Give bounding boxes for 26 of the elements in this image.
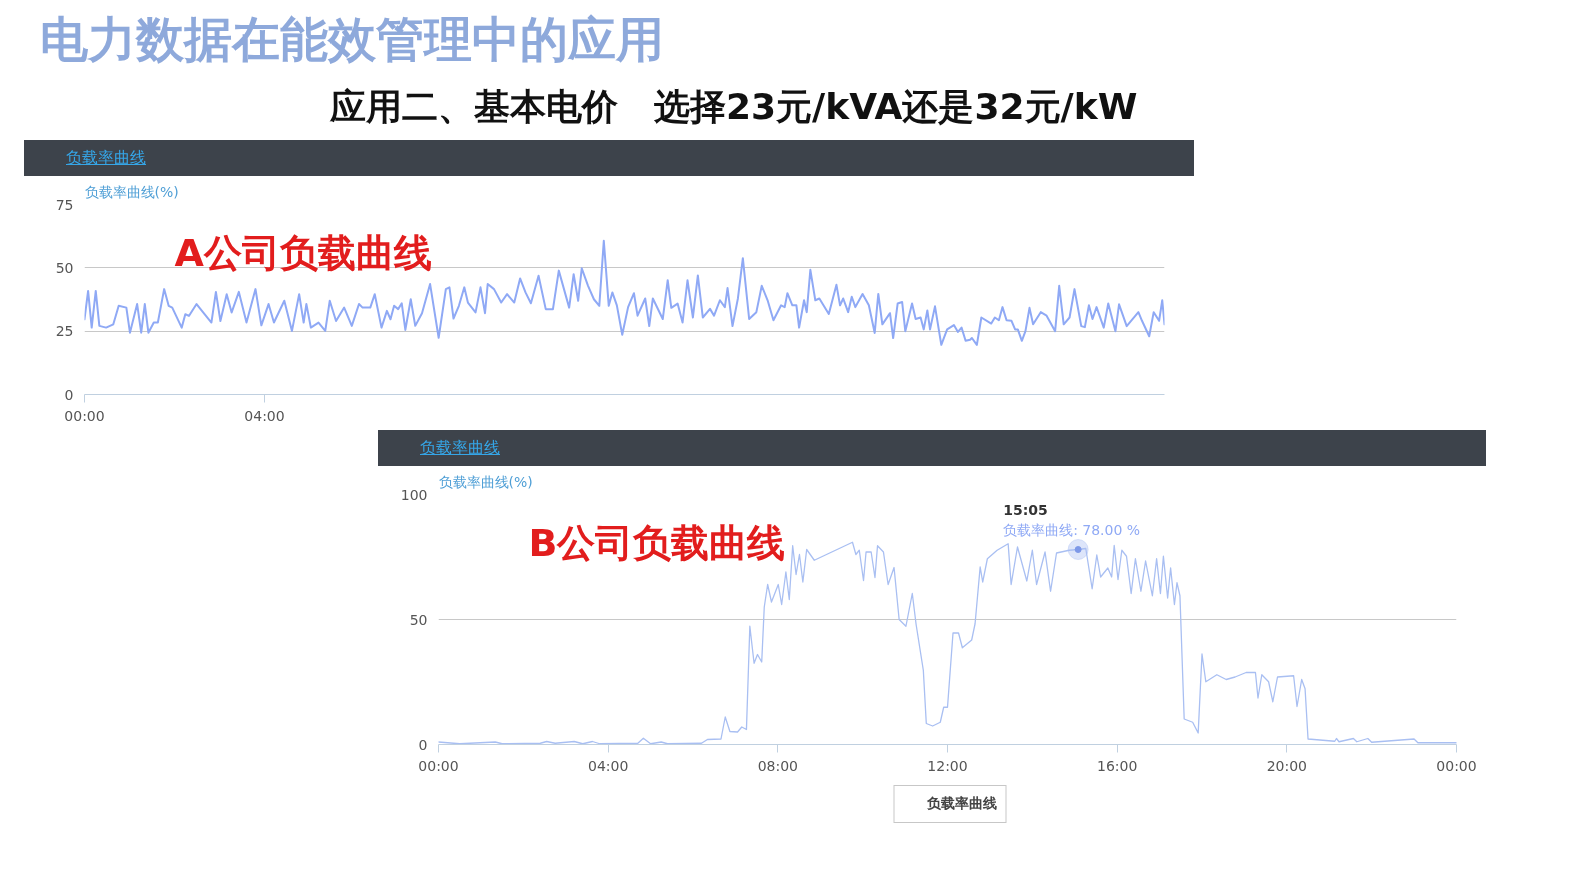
y-axis-title: 负载率曲线(%) [84,183,179,200]
y-axis-title: 负载率曲线(%) [438,473,533,490]
x-tick-label: 04:00 [587,757,629,774]
y-tick-label: 75 [55,196,74,213]
text: 电力数据在能效管理中的应用 [40,10,664,69]
annotation: A公司负载曲线 [174,230,432,275]
y-tick-label: 0 [64,386,74,403]
y-tick-label: 50 [55,259,74,276]
chart-title: 负载率曲线 [66,146,146,169]
y-tick-label: 50 [409,611,428,628]
x-tick-label: 08:00 [757,757,799,774]
x-tick-label: 16:00 [1096,757,1138,774]
annotation: B公司负载曲线 [528,520,786,565]
y-tick-label: 100 [400,486,428,503]
x-tick-label: 00:00 [64,407,105,424]
y-tick-label: 25 [55,323,74,340]
chart-title: 负载率曲线 [420,436,500,459]
x-tick-label: 12:00 [927,757,968,774]
annotation: 15:05 负载率曲线: 78.00 % [1003,501,1141,538]
text: 应用二、基本电价 选择23元/kVA还是32元/kW [330,85,1138,129]
text: 负载率曲线 [927,795,997,813]
x-tick-label: 20:00 [1266,757,1308,774]
y-tick-label: 0 [418,736,428,753]
x-tick-label: 04:00 [244,407,285,424]
x-tick-label: 00:00 [1436,757,1477,774]
x-tick-label: 00:00 [418,757,459,774]
